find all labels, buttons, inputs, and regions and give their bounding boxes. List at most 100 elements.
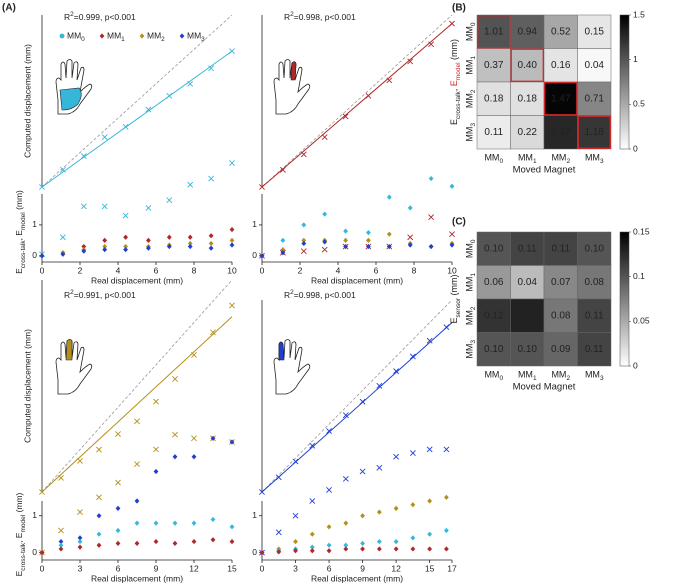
cross-marker — [365, 92, 372, 99]
diamond-marker — [77, 544, 83, 550]
label-part: E — [449, 80, 459, 86]
identity-line — [41, 14, 233, 188]
diamond-marker — [301, 222, 307, 228]
heatmap-cell — [543, 48, 578, 83]
annotation-base: R — [64, 290, 70, 300]
cross-marker — [326, 487, 332, 493]
diamond-marker — [280, 247, 286, 253]
cross-marker — [449, 231, 455, 238]
diamond-marker — [360, 546, 365, 552]
annotation: R2=0.999, p<0.001 — [64, 11, 136, 22]
diamond-marker — [134, 498, 140, 504]
legend-label: MM1 — [107, 30, 125, 43]
panel-label: (C) — [452, 217, 466, 228]
diamond-marker — [187, 240, 193, 247]
cross-marker — [386, 77, 393, 84]
cross-marker — [449, 20, 455, 27]
diamond-marker — [210, 537, 216, 543]
cross-marker — [229, 48, 235, 55]
x-tick-label: 15 — [425, 563, 435, 573]
subscript: 1 — [121, 36, 125, 43]
highlight-box — [510, 48, 544, 82]
colorbar-tick-label: 0.1 — [633, 271, 645, 281]
x-tick-label: 10 — [227, 265, 237, 275]
heatmap-cell — [476, 115, 511, 150]
subscript: 1 — [470, 273, 477, 277]
cross-marker — [39, 489, 45, 495]
diamond-marker — [96, 513, 102, 519]
colorbar-tick-label: 0.5 — [633, 99, 645, 109]
diamond-marker — [123, 243, 128, 250]
y-tick-label: MM2 — [464, 89, 477, 108]
x-tick-label: 0 — [260, 265, 265, 275]
cell-label: 0.04 — [585, 60, 605, 71]
diamond-marker — [366, 237, 371, 243]
y-tick-label: MM1 — [464, 273, 477, 292]
x-tick-label: 6 — [116, 563, 121, 573]
cell-label: 0.15 — [585, 26, 605, 37]
hand-highlight — [59, 87, 82, 111]
diamond-marker — [172, 454, 178, 460]
diamond-marker — [153, 468, 159, 475]
y-axis-label: Computed displacement (mm) — [22, 329, 32, 443]
identity-line — [261, 14, 453, 188]
cell-label: 0.18 — [518, 93, 538, 104]
subscript: 0 — [470, 22, 477, 26]
diamond-marker — [259, 550, 265, 556]
x-tick-label: 3 — [78, 563, 83, 573]
label-part: E — [449, 318, 459, 324]
annotation-sup: 2 — [290, 11, 294, 18]
label-part: sensor — [455, 297, 462, 317]
cross-marker — [443, 446, 450, 453]
annotation-sup: 2 — [290, 289, 294, 296]
diamond-marker — [293, 538, 298, 545]
diamond-marker — [153, 520, 159, 526]
subscript: 3 — [600, 158, 604, 165]
diamond-marker — [376, 538, 382, 545]
label-part: (mm) — [14, 190, 24, 212]
cross-marker — [426, 446, 433, 453]
cell-label: 0.71 — [585, 93, 605, 104]
diamond-marker — [115, 527, 121, 534]
diamond-marker — [326, 524, 332, 530]
diamond-marker — [427, 531, 433, 537]
cross-marker — [59, 166, 66, 173]
diamond-marker — [309, 548, 315, 554]
heatmap-cell — [476, 332, 511, 367]
heatmap-cell — [510, 265, 545, 300]
cross-marker — [309, 442, 316, 449]
diamond-marker — [410, 535, 416, 541]
label-part: (mm) — [449, 39, 459, 63]
y-tick-label: 0 — [252, 547, 257, 557]
cross-marker — [326, 428, 332, 434]
cross-marker — [393, 453, 400, 460]
cross-marker — [407, 234, 414, 241]
cross-marker — [77, 509, 83, 515]
diamond-marker — [102, 243, 108, 250]
legend-label: MM3 — [187, 30, 205, 43]
diamond-marker — [58, 538, 64, 545]
cross-marker — [259, 184, 265, 190]
x-tick-label: 9 — [360, 563, 365, 573]
x-tick-label: 0 — [40, 563, 45, 573]
cross-marker — [443, 324, 450, 331]
highlight-box — [577, 115, 611, 149]
colorbar-tick-label: 0 — [633, 360, 638, 370]
x-tick-label: 8 — [192, 265, 197, 275]
diamond-marker — [326, 542, 332, 548]
panel-label: (B) — [452, 3, 466, 14]
cross-marker — [58, 474, 64, 481]
diamond-marker — [444, 494, 449, 500]
diamond-marker — [39, 550, 45, 556]
diamond-marker — [134, 520, 140, 526]
heatmap-cell — [543, 231, 578, 266]
x-tick-label: 12 — [189, 563, 199, 573]
hand-icon — [273, 339, 311, 395]
diamond-marker — [102, 237, 108, 243]
x-axis-label: Moved Magnet — [513, 382, 576, 393]
cross-marker — [96, 494, 102, 501]
label-part: cross-talk — [20, 542, 27, 571]
cross-marker — [409, 450, 416, 456]
hand-icon — [55, 339, 93, 395]
cell-label: 0.10 — [484, 344, 504, 355]
